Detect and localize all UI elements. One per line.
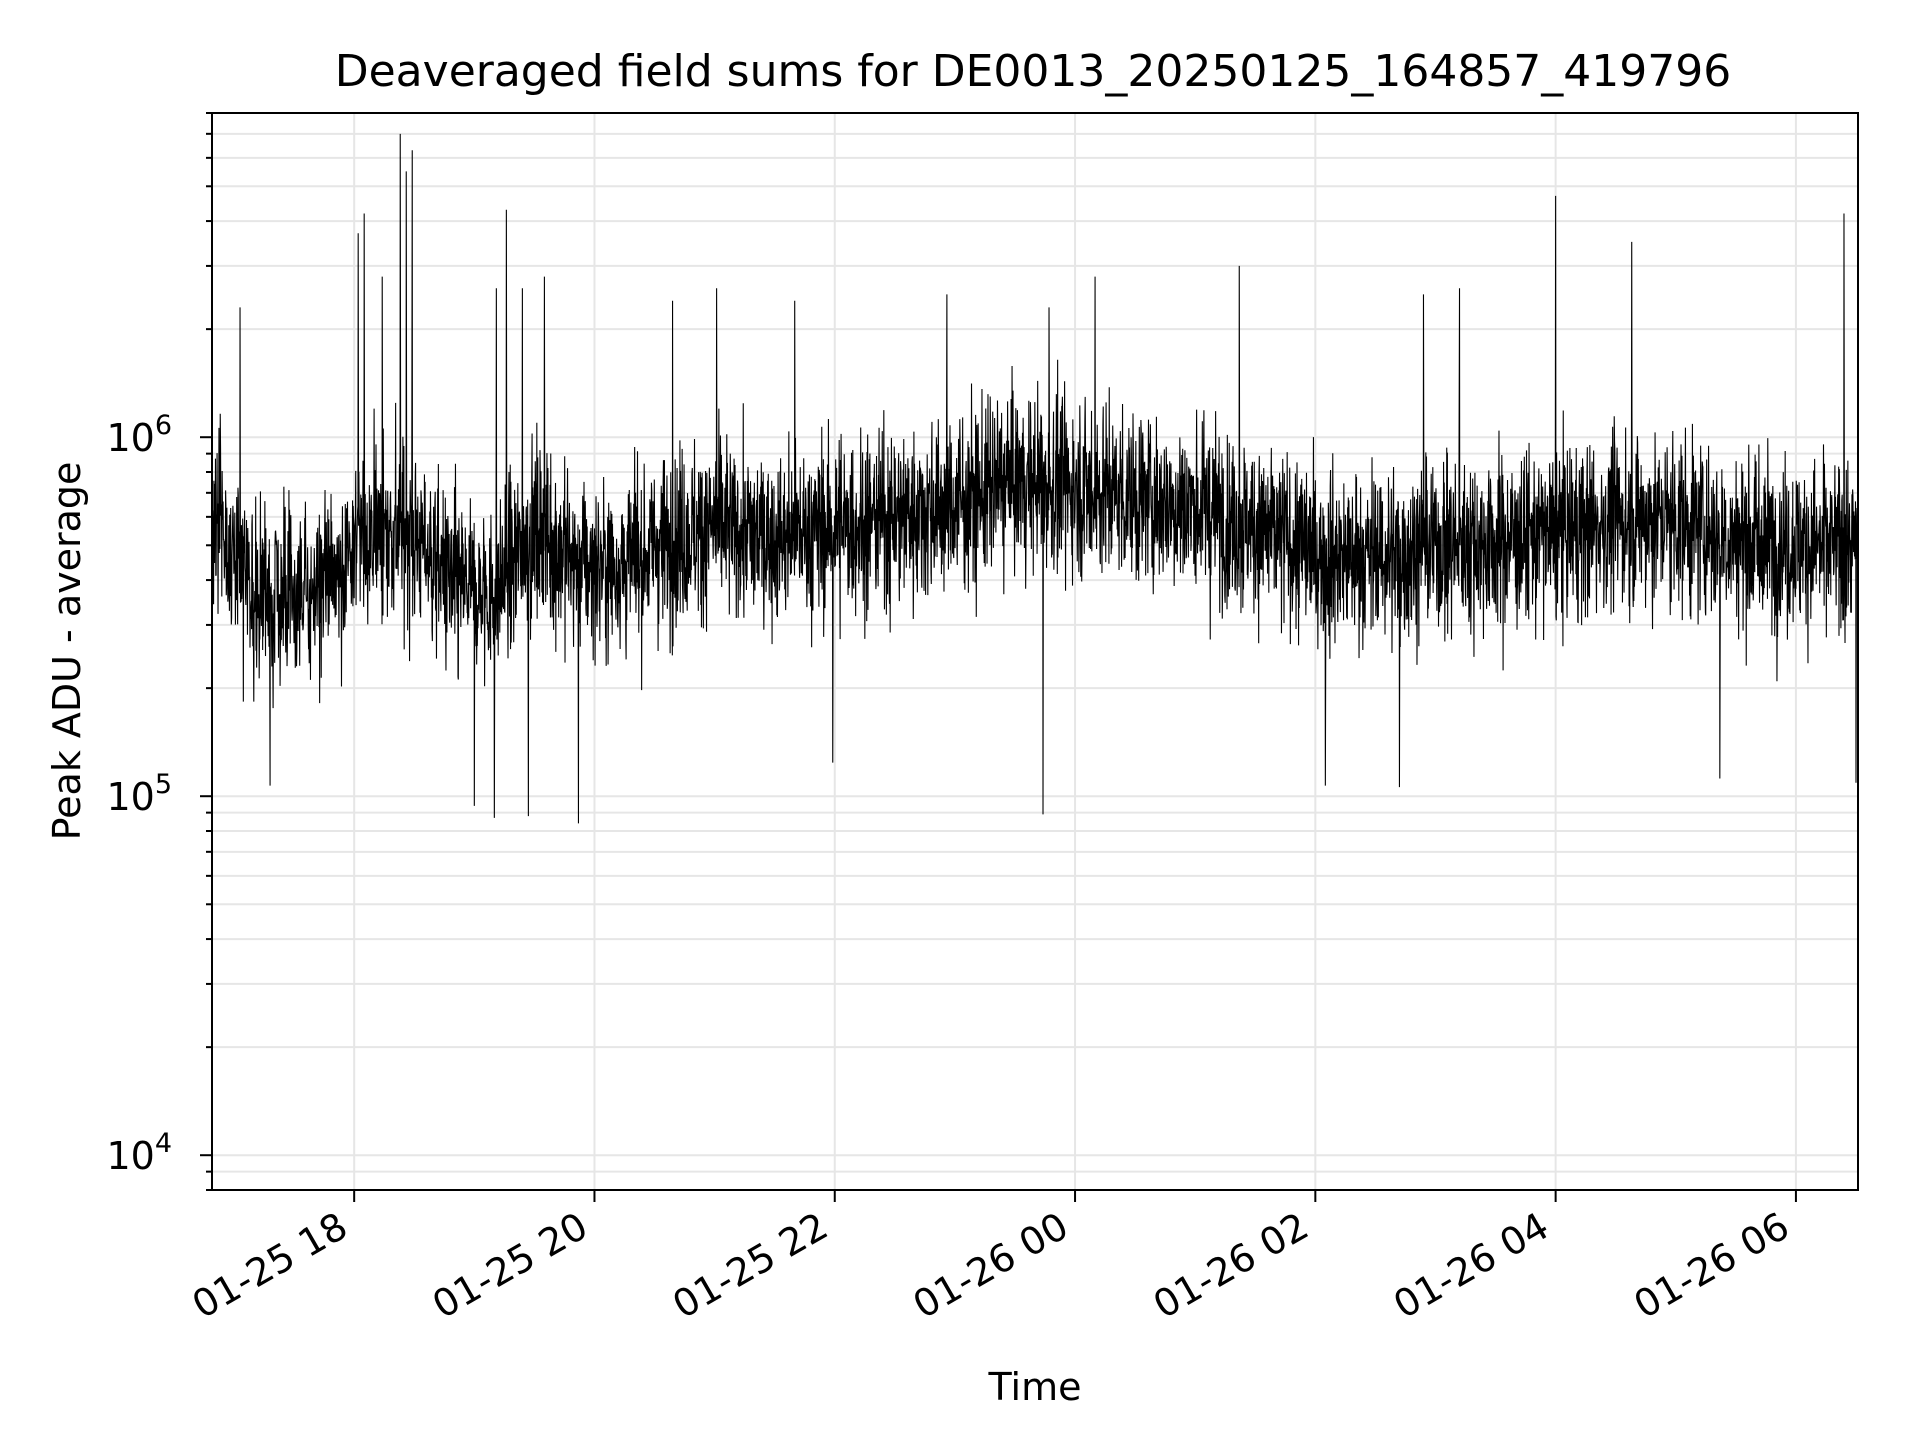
y-axis-label: Peak ADU - average [45,462,89,841]
y-tick-label: 105 [106,769,172,819]
chart-title: Deaveraged field sums for DE0013_2025012… [335,46,1732,97]
y-tick-base: 10 [106,416,154,460]
y-tick-base: 10 [106,1134,154,1178]
y-tick-exponent: 5 [155,769,172,800]
x-axis-label: Time [988,1365,1082,1409]
y-tick-label: 104 [106,1128,172,1178]
plot-area [212,113,1858,1190]
series-path [211,133,1859,824]
y-tick-exponent: 6 [155,410,172,441]
plot-frame [211,112,1859,1191]
y-tick-base: 10 [106,775,154,819]
y-tick-exponent: 4 [155,1128,172,1159]
y-tick-label: 106 [106,410,172,460]
series-line [211,133,1859,824]
